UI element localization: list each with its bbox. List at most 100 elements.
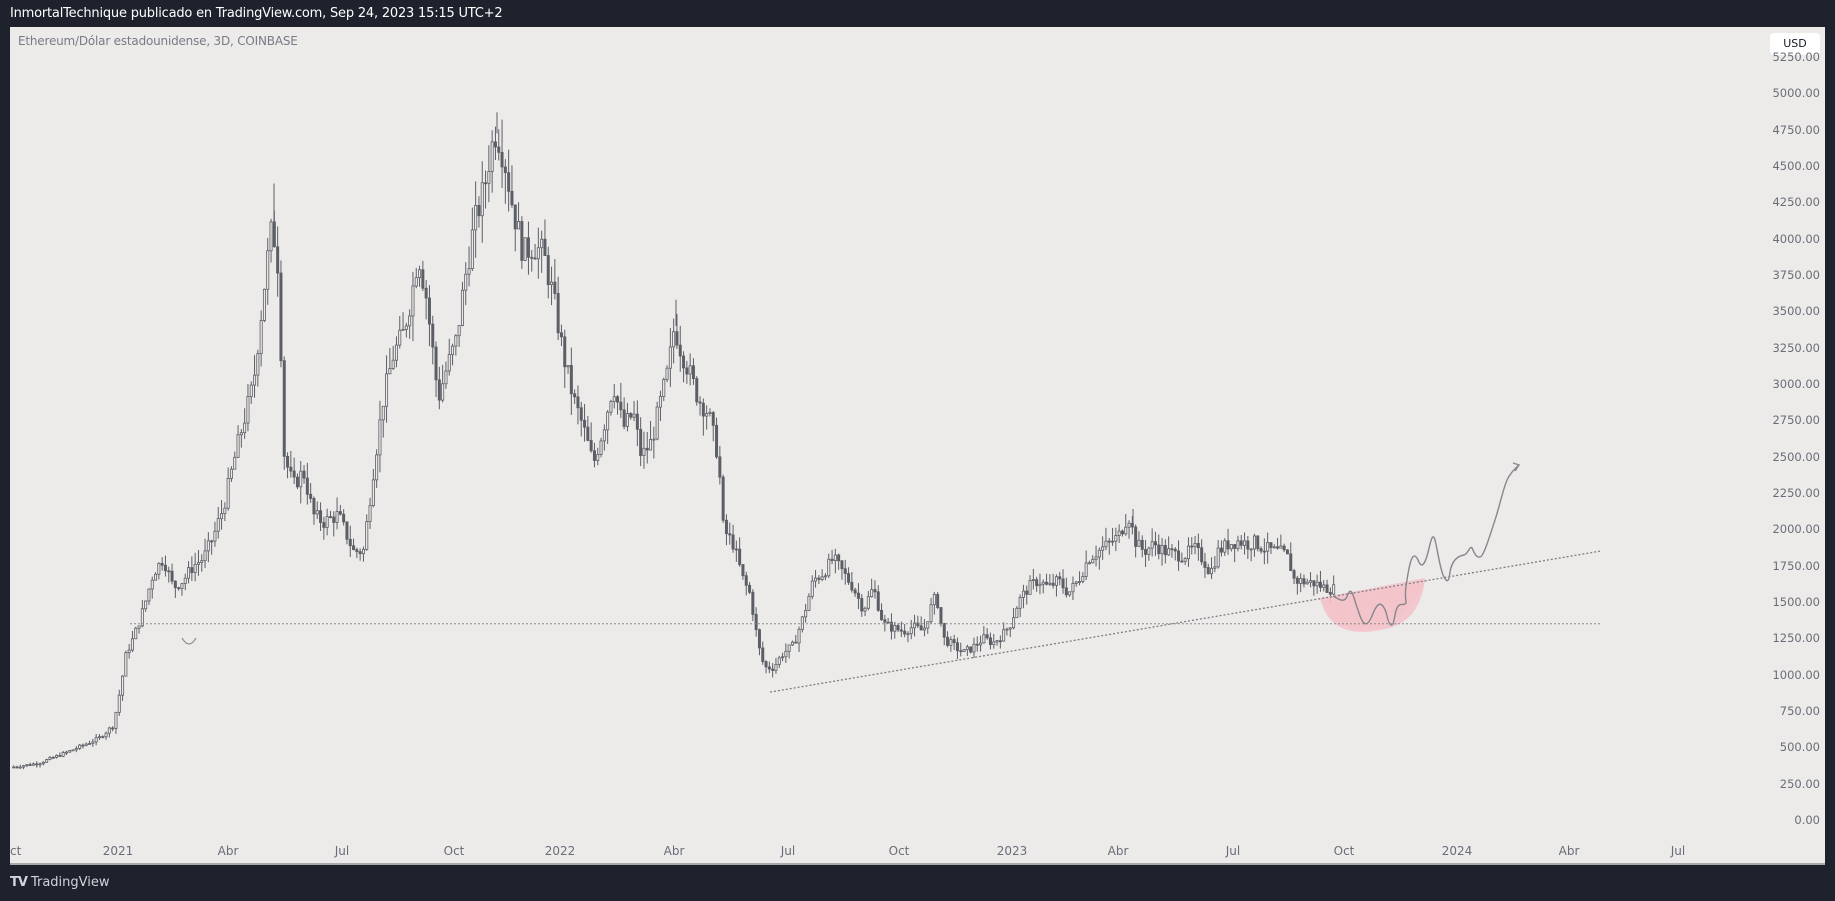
candle-up [1332, 584, 1336, 595]
candle-up [599, 440, 603, 455]
candle-up [187, 567, 191, 579]
candle-up [1094, 556, 1098, 560]
price-tick: 4000.00 [1772, 231, 1820, 246]
projection-path[interactable] [1332, 464, 1520, 626]
candle-up [196, 562, 200, 565]
candle-down [1292, 570, 1296, 579]
candle-down [741, 564, 745, 577]
candle-down [629, 413, 633, 418]
candle-up [658, 396, 662, 408]
candle-down [81, 744, 85, 747]
candle-down [1206, 567, 1210, 575]
candle-up [256, 353, 260, 376]
candle-up [517, 221, 521, 230]
candle-down [163, 564, 167, 572]
candle-down [1246, 540, 1250, 550]
currency-button[interactable]: USD [1770, 33, 1820, 55]
candle-down [873, 589, 877, 593]
candle-up [269, 221, 273, 252]
candle-up [12, 766, 16, 769]
candle-up [1068, 591, 1072, 596]
candle-up [180, 583, 184, 589]
candle-down [111, 727, 115, 730]
candle-up [972, 643, 976, 653]
candle-down [860, 598, 864, 612]
chart-panel[interactable]: Ethereum/Dólar estadounidense, 3D, COINB… [10, 27, 1825, 865]
candle-up [1087, 562, 1091, 565]
candle-up [140, 608, 144, 627]
candle-up [893, 625, 897, 632]
candle-up [866, 596, 870, 609]
candle-up [1279, 545, 1283, 549]
candle-up [1299, 578, 1303, 584]
candle-down [751, 591, 755, 615]
candle-down [748, 584, 752, 593]
candle-up [536, 247, 540, 260]
footer-brand[interactable]: TV TradingView [10, 875, 109, 890]
highlight-arc-fill[interactable] [1322, 582, 1425, 630]
candle-up [665, 367, 669, 380]
candle-down [876, 591, 880, 611]
candle-down [1144, 549, 1148, 555]
candle-down [177, 587, 181, 590]
time-tick: Oct [443, 844, 465, 858]
candle-up [1167, 548, 1171, 556]
trendline[interactable] [769, 550, 1601, 693]
price-tick: 250.00 [1779, 776, 1820, 791]
candle-down [1269, 542, 1273, 548]
candle-down [718, 456, 722, 478]
candle-down [1239, 540, 1243, 546]
tradingview-logo-icon: TV [10, 875, 28, 890]
candle-up [1008, 627, 1012, 630]
candle-up [1041, 581, 1045, 585]
candle-up [299, 470, 303, 488]
candle-up [441, 383, 445, 401]
candle-up [124, 652, 128, 677]
candle-up [787, 644, 791, 652]
candle-up [243, 422, 247, 434]
candle-down [711, 412, 715, 426]
arrow-head-icon[interactable] [1512, 462, 1521, 472]
candle-up [61, 752, 65, 757]
candle-down [507, 172, 511, 192]
candle-up [454, 335, 458, 347]
candle-up [1229, 544, 1233, 550]
candle-up [820, 576, 824, 580]
candle-down [794, 641, 798, 644]
candle-down [843, 568, 847, 574]
candle-up [147, 588, 151, 602]
candle-up [932, 594, 936, 606]
candle-up [233, 456, 237, 470]
candle-down [975, 643, 979, 646]
small-arc-marker[interactable] [181, 637, 197, 645]
price-tick: 3250.00 [1772, 340, 1820, 355]
candle-down [563, 336, 567, 368]
candle-down [1203, 561, 1207, 568]
candle-down [840, 560, 844, 570]
candle-down [15, 766, 19, 769]
candle-up [1186, 545, 1190, 560]
candle-up [1210, 567, 1214, 575]
candle-up [401, 328, 405, 331]
candle-up [144, 600, 148, 610]
candle-up [447, 354, 451, 372]
candle-down [1035, 579, 1039, 587]
candle-down [322, 522, 326, 528]
candle-up [130, 638, 134, 651]
candle-up [220, 513, 224, 520]
price-tick: 3000.00 [1772, 377, 1820, 391]
candle-down [691, 365, 695, 379]
candle-up [642, 447, 646, 456]
candle-down [559, 332, 563, 338]
candle-down [1325, 584, 1329, 593]
time-tick: 2024 [1441, 844, 1473, 858]
candle-up [104, 732, 108, 738]
candle-up [460, 289, 464, 326]
publication-header: InmortalTechnique publicado en TradingVi… [10, 6, 503, 21]
candle-down [757, 629, 761, 649]
candle-down [583, 419, 587, 428]
candle-up [94, 737, 98, 743]
candle-up [672, 331, 676, 348]
candle-down [685, 367, 689, 375]
